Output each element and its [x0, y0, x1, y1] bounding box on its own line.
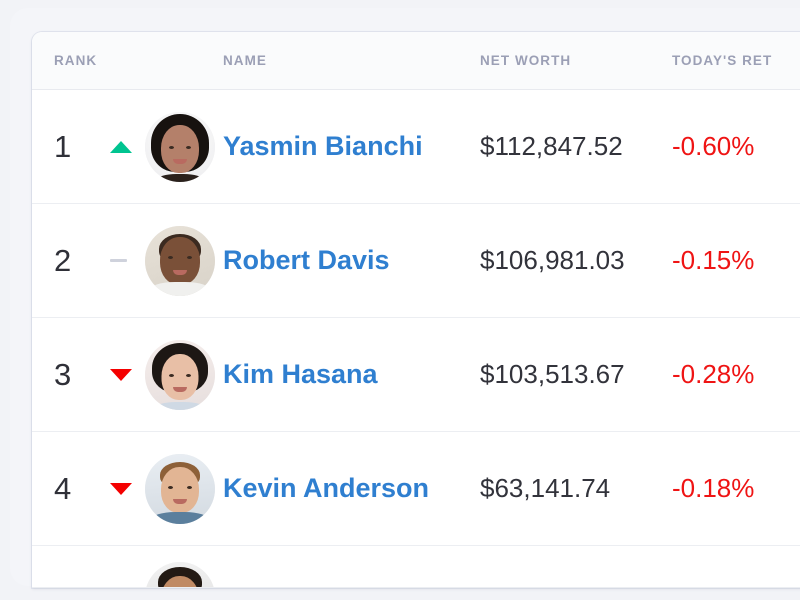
trend-cell: [109, 140, 146, 153]
net-worth-value: $112,847.52: [480, 131, 623, 161]
net-worth-value: $63,141.74: [480, 473, 611, 503]
avatar-cell: [145, 111, 223, 182]
table-row[interactable]: 4 Kevin Anderson $63,141.74 -0.18%: [32, 432, 800, 546]
table-row[interactable]: [32, 546, 800, 588]
table-row[interactable]: 1 Yasmin Bianchi $112,847.52 -0.60%: [32, 90, 800, 204]
trend-cell: [109, 368, 146, 381]
table-header-row: RANK NAME NET WORTH TODAY'S RET: [32, 32, 800, 90]
leaderboard-card: RANK NAME NET WORTH TODAY'S RET 1 Yasmin…: [32, 32, 800, 588]
table-row[interactable]: 2 Robert Davis $106,981.03 -0.15%: [32, 204, 800, 318]
column-header-rank[interactable]: RANK: [54, 53, 98, 68]
investor-name-link[interactable]: Robert Davis: [223, 245, 390, 275]
rank-value: 3: [54, 356, 72, 392]
todays-return-value: -0.60%: [672, 131, 755, 161]
column-header-net-worth[interactable]: NET WORTH: [480, 53, 572, 68]
trend-cell: [109, 482, 146, 495]
column-header-todays-return[interactable]: TODAY'S RET: [672, 53, 773, 68]
rank-value: 1: [54, 128, 72, 164]
down-triangle-icon: [109, 482, 132, 495]
avatar-cell: [145, 225, 223, 296]
down-triangle-icon: [109, 368, 132, 381]
avatar-cell: [145, 453, 223, 524]
todays-return-value: -0.15%: [672, 245, 755, 275]
avatar[interactable]: [145, 111, 216, 182]
investor-name-link[interactable]: Kevin Anderson: [223, 473, 430, 503]
table-row[interactable]: 3 Kim Hasana $103,513.67 -0.28%: [32, 318, 800, 432]
investor-name-link[interactable]: Yasmin Bianchi: [223, 131, 423, 161]
avatar[interactable]: [145, 562, 216, 587]
investor-name-link[interactable]: Kim Hasana: [223, 359, 378, 389]
rank-value: 2: [54, 242, 72, 278]
column-header-name[interactable]: NAME: [223, 53, 267, 68]
avatar-cell: [145, 339, 223, 410]
net-worth-value: $106,981.03: [480, 245, 625, 275]
avatar[interactable]: [145, 339, 216, 410]
todays-return-value: -0.18%: [672, 473, 755, 503]
avatar-cell: [145, 546, 223, 587]
flat-dash-icon: [109, 259, 127, 262]
avatar[interactable]: [145, 225, 216, 296]
rank-value: 4: [54, 470, 72, 506]
up-triangle-icon: [109, 140, 132, 153]
avatar[interactable]: [145, 453, 216, 524]
todays-return-value: -0.28%: [672, 359, 755, 389]
net-worth-value: $103,513.67: [480, 359, 625, 389]
trend-cell: [109, 259, 146, 262]
